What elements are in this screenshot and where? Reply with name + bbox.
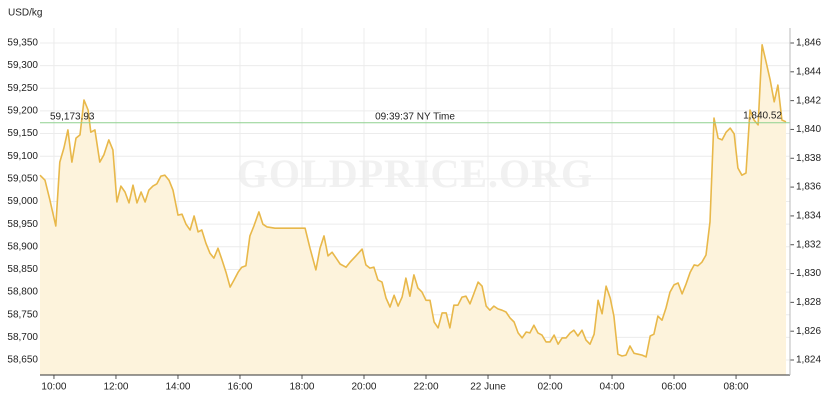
y2-tick-label: 1,842 bbox=[796, 95, 821, 106]
x-tick-label: 12:00 bbox=[103, 382, 128, 393]
y-tick-label: 58,900 bbox=[7, 241, 38, 252]
y2-tick-label: 1,836 bbox=[796, 182, 821, 193]
y-tick-label: 59,100 bbox=[7, 151, 38, 162]
reference-label: 59,173.93 bbox=[50, 111, 95, 122]
y2-tick-label: 1,844 bbox=[796, 66, 821, 77]
y-axis-label: USD/kg bbox=[8, 8, 42, 19]
y-tick-label: 58,750 bbox=[7, 309, 38, 320]
y2-tick-label: 1,830 bbox=[796, 268, 821, 279]
x-tick-label: 16:00 bbox=[227, 382, 252, 393]
x-tick-label: 20:00 bbox=[351, 382, 376, 393]
x-tick-label: 08:00 bbox=[724, 382, 749, 393]
y-tick-label: 58,700 bbox=[7, 332, 38, 343]
y2-tick-label: 1,824 bbox=[796, 355, 821, 366]
x-tick-label: 18:00 bbox=[289, 382, 314, 393]
x-tick-label: 22 June bbox=[470, 382, 506, 393]
x-tick-label: 04:00 bbox=[600, 382, 625, 393]
y2-tick-label: 1,834 bbox=[796, 211, 821, 222]
line bbox=[39, 44, 787, 358]
watermark: GOLDPRICE.ORG bbox=[237, 151, 593, 196]
x-tick-label: 02:00 bbox=[538, 382, 563, 393]
y2-tick-label: 1,828 bbox=[796, 297, 821, 308]
y2-tick-label: 1,832 bbox=[796, 239, 821, 250]
reference-time: 09:39:37 NY Time bbox=[375, 111, 455, 122]
area bbox=[40, 44, 786, 376]
y2-tick-label: 1,838 bbox=[796, 153, 821, 164]
y2-tick-label: 1,826 bbox=[796, 326, 821, 337]
y-tick-label: 58,650 bbox=[7, 355, 38, 366]
y-tick-label: 58,800 bbox=[7, 287, 38, 298]
y-tick-label: 59,000 bbox=[7, 196, 38, 207]
x-tick-label: 22:00 bbox=[413, 382, 438, 393]
y-tick-label: 59,200 bbox=[7, 106, 38, 117]
reference-y2-label: 1,840.52 bbox=[743, 111, 782, 122]
y-tick-label: 59,150 bbox=[7, 128, 38, 139]
y-tick-label: 58,850 bbox=[7, 264, 38, 275]
y2-tick-label: 1,846 bbox=[796, 38, 821, 49]
y-tick-label: 59,050 bbox=[7, 173, 38, 184]
y-tick-label: 59,250 bbox=[7, 83, 38, 94]
y-tick-label: 59,300 bbox=[7, 60, 38, 71]
y-tick-label: 58,950 bbox=[7, 219, 38, 230]
x-tick-label: 10:00 bbox=[41, 382, 66, 393]
x-tick-label: 06:00 bbox=[662, 382, 687, 393]
y-tick-label: 59,350 bbox=[7, 38, 38, 49]
x-tick-label: 14:00 bbox=[165, 382, 190, 393]
y2-tick-label: 1,840 bbox=[796, 124, 821, 135]
